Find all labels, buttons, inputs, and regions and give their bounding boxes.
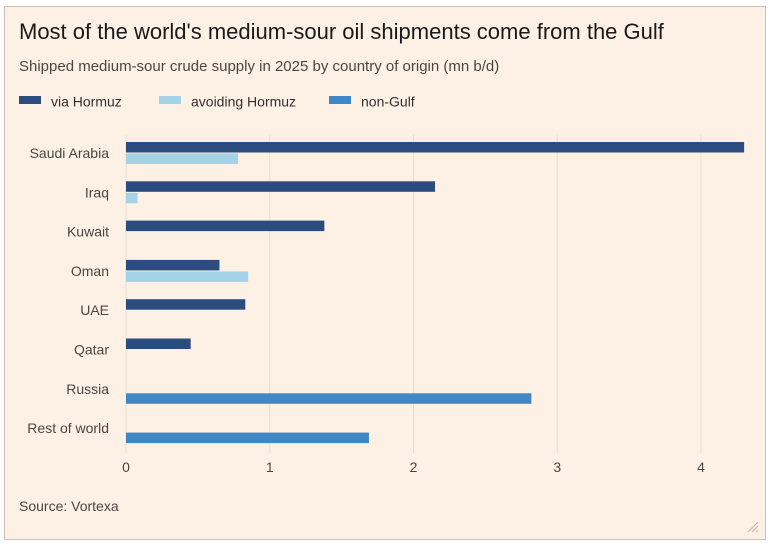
bar-via-hormuz — [126, 259, 220, 271]
x-tick-label: 0 — [122, 459, 130, 475]
category-label: Kuwait — [67, 224, 109, 240]
bar-avoiding-hormuz — [126, 271, 249, 282]
category-label: Rest of world — [27, 420, 109, 436]
bar-via-hormuz — [126, 220, 325, 232]
category-label: UAE — [80, 302, 109, 318]
legend-swatch-avoiding-hormuz — [159, 96, 181, 105]
legend-item-non-gulf: non-Gulf — [329, 92, 415, 109]
chart-title: Most of the world's medium-sour oil ship… — [19, 19, 664, 44]
category-label: Qatar — [74, 342, 109, 358]
x-tick-label: 4 — [697, 459, 705, 475]
legend-label-avoiding-hormuz: avoiding Hormuz — [191, 93, 297, 110]
legend-swatch-via-hormuz — [19, 96, 41, 105]
x-tick-label: 3 — [553, 459, 561, 475]
legend-label-non-gulf: non-Gulf — [361, 93, 415, 110]
source-note: Source: Vortexa — [19, 498, 119, 514]
chart-subtitle: Shipped medium-sour crude supply in 2025… — [19, 58, 500, 75]
legend-swatch-non-gulf — [329, 96, 351, 105]
bar-via-hormuz — [126, 181, 436, 192]
category-label: Russia — [66, 381, 109, 397]
bar-avoiding-hormuz — [126, 192, 138, 204]
bar-via-hormuz — [126, 299, 246, 310]
resize-grip-icon[interactable] — [745, 519, 759, 533]
bar-avoiding-hormuz — [126, 153, 239, 164]
x-tick-label: 1 — [266, 459, 274, 475]
chart-frame: Most of the world's medium-sour oil ship… — [4, 6, 766, 540]
x-tick-label: 2 — [410, 459, 418, 475]
legend-label-via-hormuz: via Hormuz — [51, 93, 122, 110]
bar-via-hormuz — [126, 142, 745, 153]
bar-chart: 0 1 2 3 4 Saudi Arabia Iraq Kuwait Oman UAE Qatar R… — [27, 135, 745, 475]
category-label: Oman — [71, 263, 109, 279]
bar-via-hormuz — [126, 338, 191, 349]
category-label: Saudi Arabia — [30, 145, 110, 161]
bar-non-gulf — [126, 432, 369, 444]
legend-item-avoiding-hormuz: avoiding Hormuz — [159, 92, 296, 109]
legend-item-via-hormuz: via Hormuz — [19, 92, 122, 109]
bar-non-gulf — [126, 393, 532, 404]
category-label: Iraq — [85, 184, 109, 200]
